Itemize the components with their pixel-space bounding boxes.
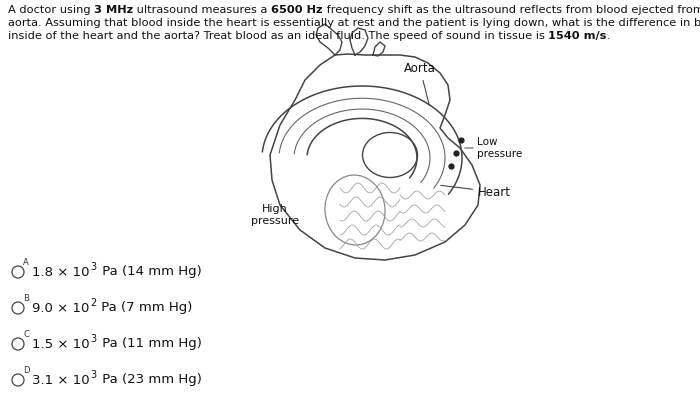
Text: 2: 2 xyxy=(90,298,97,308)
Text: Heart: Heart xyxy=(441,185,511,199)
Text: 3: 3 xyxy=(90,262,97,272)
Text: 6500 Hz: 6500 Hz xyxy=(272,5,323,15)
Text: Pa (11 mm Hg): Pa (11 mm Hg) xyxy=(97,337,202,351)
Text: Pa (23 mm Hg): Pa (23 mm Hg) xyxy=(97,373,202,387)
Text: 9.0 × 10: 9.0 × 10 xyxy=(32,301,90,315)
Text: Low
pressure: Low pressure xyxy=(477,137,522,159)
Text: frequency shift as the ultrasound reflects from blood ejected from the heart thr: frequency shift as the ultrasound reflec… xyxy=(323,5,700,15)
Text: D: D xyxy=(23,366,29,375)
Text: ultrasound measures a: ultrasound measures a xyxy=(134,5,272,15)
Text: 1.8 × 10: 1.8 × 10 xyxy=(32,266,90,278)
Text: 1.5 × 10: 1.5 × 10 xyxy=(32,337,90,351)
Text: Pa (14 mm Hg): Pa (14 mm Hg) xyxy=(97,266,202,278)
Text: High
pressure: High pressure xyxy=(251,204,299,226)
Text: 3: 3 xyxy=(90,334,97,344)
Text: A doctor using: A doctor using xyxy=(8,5,95,15)
Text: aorta. Assuming that blood inside the heart is essentially at rest and the patie: aorta. Assuming that blood inside the he… xyxy=(8,18,700,28)
Text: B: B xyxy=(23,294,29,303)
Text: .: . xyxy=(607,31,610,41)
Text: A: A xyxy=(23,258,29,267)
Text: 3 MHz: 3 MHz xyxy=(94,5,134,15)
Text: C: C xyxy=(23,330,29,339)
Text: inside of the heart and the aorta? Treat blood as an ideal fluid. The speed of s: inside of the heart and the aorta? Treat… xyxy=(8,31,549,41)
Text: 1540 m/s: 1540 m/s xyxy=(549,31,607,41)
Text: Aorta: Aorta xyxy=(404,62,436,105)
Text: 3.1 × 10: 3.1 × 10 xyxy=(32,373,90,387)
Text: 3: 3 xyxy=(90,370,97,380)
Text: Pa (7 mm Hg): Pa (7 mm Hg) xyxy=(97,301,192,315)
